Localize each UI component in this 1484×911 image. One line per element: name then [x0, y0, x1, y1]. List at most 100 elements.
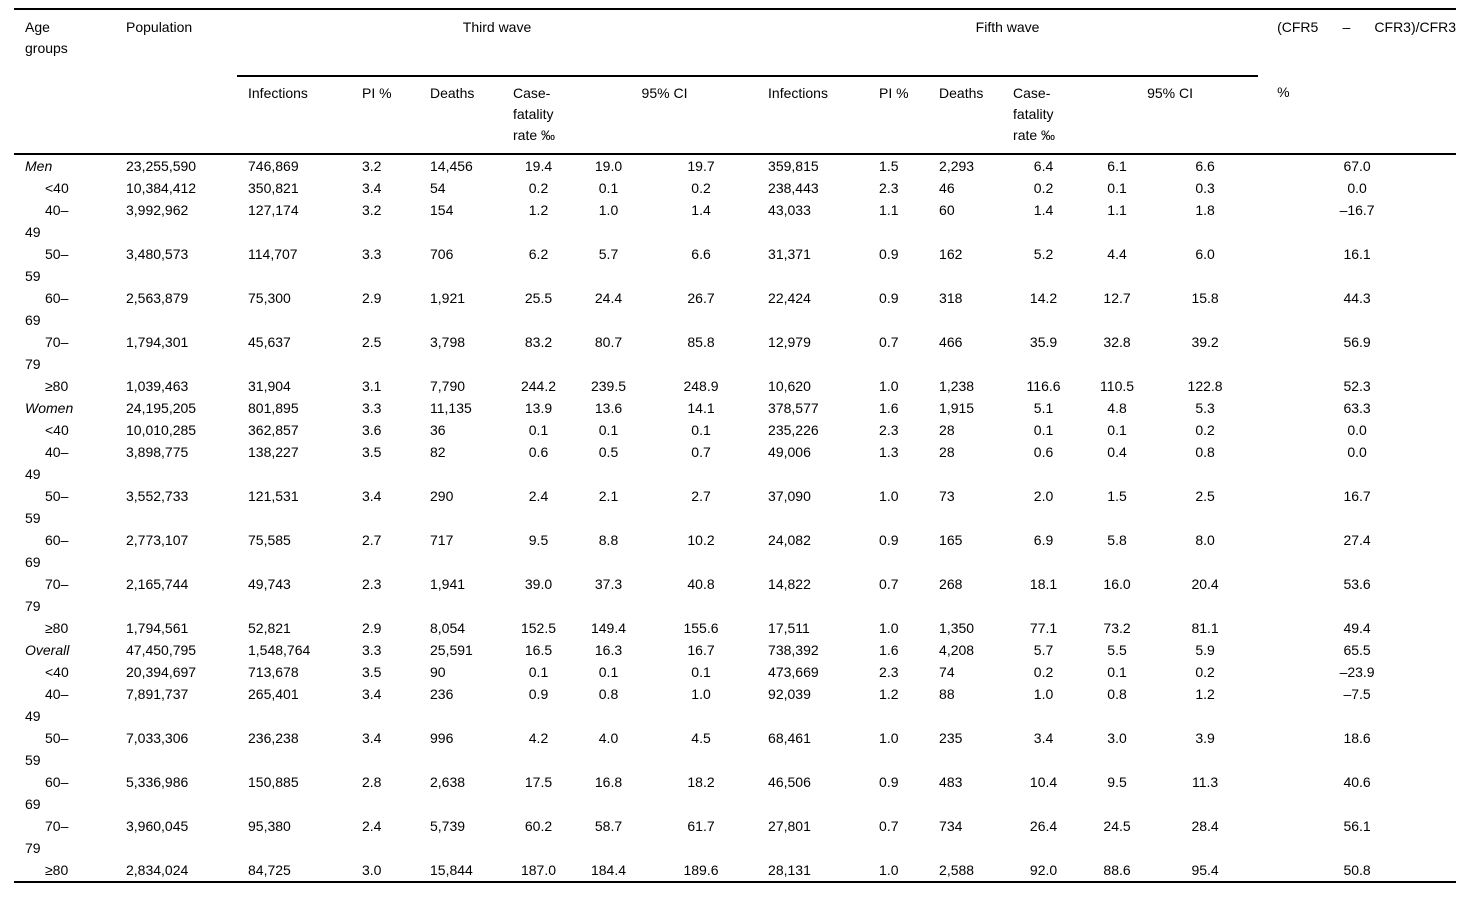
infections-cell-fifth: 738,392 — [768, 642, 819, 658]
pi-cell-fifth: 1.6 — [879, 400, 899, 416]
cfr-cell-third: 25.5 — [524, 290, 553, 306]
pi-cell-fifth: 0.9 — [879, 290, 899, 306]
ci-low-cell-fifth: 5.5 — [1107, 642, 1127, 658]
population-cell: 5,336,986 — [126, 774, 189, 790]
population-cell: 2,834,024 — [120, 859, 237, 883]
ci-low-cell-third: 16.3 — [594, 642, 623, 658]
ci-header-third: 95% CI — [572, 76, 758, 155]
ci-high-cell-third: 0.7 — [691, 444, 711, 460]
ci-low-cell-fifth: 3.0 — [1107, 730, 1127, 746]
cfr-cell-third: 0.1 — [528, 422, 549, 438]
deaths-cell-fifth: 88 — [939, 686, 955, 702]
cfr-cell-fifth: 14.2 — [1029, 290, 1058, 306]
infections-cell-third: 138,227 — [248, 444, 299, 460]
infections-cell-fifth: 22,424 — [768, 290, 811, 306]
pi-cell-third: 3.3 — [362, 246, 382, 262]
infections-cell-fifth: 10,620 — [768, 378, 811, 394]
ci-high-cell-fifth: 6.6 — [1195, 158, 1215, 174]
ci-low-cell-fifth: 24.5 — [1103, 818, 1131, 834]
deaths-cell-fifth: 4,208 — [939, 642, 975, 658]
pi-cell-third: 3.4 — [362, 686, 382, 702]
deaths-cell-third: 706 — [430, 246, 454, 262]
cfr-cell-fifth: 35.9 — [1029, 334, 1058, 350]
pi-cell-fifth: 1.6 — [879, 642, 899, 658]
cfr-change-cell: 56.1 — [1343, 818, 1371, 834]
deaths-cell-fifth: 1,350 — [939, 620, 975, 636]
infections-cell-third: 84,725 — [237, 859, 350, 883]
table-row: 50– 59 3,480,573 114,707 3.3 706 6.2 5.7 6.6 31,… — [14, 243, 1456, 287]
cfr-cell-fifth: 18.1 — [1029, 576, 1058, 592]
ci-high-cell-fifth: 3.9 — [1195, 730, 1215, 746]
deaths-cell-third: 11,135 — [430, 400, 472, 416]
deaths-cell-third: 82 — [430, 444, 446, 460]
population-cell: 47,450,795 — [126, 642, 197, 658]
ci-low-cell-fifth: 1.1 — [1107, 202, 1127, 218]
pi-cell-third: 3.4 — [362, 488, 382, 504]
pi-cell-third: 2.9 — [362, 620, 382, 636]
deaths-cell-third: 154 — [430, 202, 454, 218]
deaths-cell-fifth: 1,915 — [939, 400, 975, 416]
table-row: 40– 49 7,891,737 265,401 3.4 236 0.9 0.8 1.0 92,… — [14, 683, 1456, 727]
infections-cell-third: 95,380 — [248, 818, 291, 834]
ci-high-cell-third: 85.8 — [687, 334, 715, 350]
cfr-cell-fifth: 26.4 — [1029, 818, 1058, 834]
deaths-header-third: Deaths — [424, 76, 505, 155]
infections-cell-fifth: 49,006 — [768, 444, 811, 460]
cfr-change-cell: –16.7 — [1339, 202, 1375, 218]
pi-cell-third: 3.3 — [362, 642, 382, 658]
deaths-cell-fifth: 165 — [939, 532, 963, 548]
age-group-cell: Overall — [25, 642, 70, 658]
pi-header-third: PI % — [350, 76, 424, 155]
pi-cell-fifth: 1.0 — [879, 378, 899, 394]
ci-high-cell-third: 19.7 — [687, 158, 715, 174]
table-row: <40 10,010,285 362,857 3.6 36 0.1 0.1 0.1 235,22… — [14, 419, 1456, 441]
pi-cell-third: 3.6 — [362, 422, 382, 438]
age-group-cell: 60– 69 — [25, 532, 69, 570]
table-row: ≥80 2,834,024 84,725 3.0 15,844 187.0 184.4 189… — [14, 859, 1457, 883]
ci-high-cell-third: 18.2 — [687, 774, 715, 790]
ci-high-cell-fifth: 0.3 — [1195, 180, 1215, 196]
ci-low-cell-fifth: 9.5 — [1107, 774, 1127, 790]
age-group-cell: <40 — [45, 180, 69, 196]
ci-high-cell-third: 189.6 — [645, 859, 758, 883]
ci-low-cell-fifth: 32.8 — [1103, 334, 1131, 350]
ci-high-cell-fifth: 2.5 — [1195, 488, 1215, 504]
infections-cell-third: 52,821 — [248, 620, 291, 636]
ci-low-cell-third: 16.8 — [594, 774, 623, 790]
deaths-cell-third: 290 — [430, 488, 454, 504]
age-group-cell: 60– 69 — [25, 290, 69, 328]
table-row: <40 10,384,412 350,821 3.4 54 0.2 0.1 0.2 238,44… — [14, 177, 1456, 199]
third-wave-header: Third wave — [237, 9, 758, 77]
ci-low-cell-third: 58.7 — [594, 818, 623, 834]
table-row: <40 20,394,697 713,678 3.5 90 0.1 0.1 0.1 473,66… — [14, 661, 1456, 683]
deaths-cell-fifth: 483 — [939, 774, 963, 790]
table-row: 70– 79 2,165,744 49,743 2.3 1,941 39.0 37.3 40.… — [14, 573, 1456, 617]
population-cell: 1,794,561 — [126, 620, 189, 636]
cfr-cell-fifth: 0.2 — [1033, 180, 1054, 196]
cfr-header-fifth: Case- fatality rate ‰ — [1005, 76, 1083, 155]
ci-high-cell-fifth: 0.8 — [1195, 444, 1215, 460]
pi-cell-third: 2.9 — [362, 290, 382, 306]
infections-cell-fifth: 37,090 — [768, 488, 811, 504]
ci-high-cell-third: 40.8 — [687, 576, 715, 592]
population-cell: 1,039,463 — [126, 378, 189, 394]
deaths-cell-fifth: 28 — [939, 444, 955, 460]
deaths-cell-third: 15,844 — [424, 859, 505, 883]
deaths-cell-third: 717 — [430, 532, 454, 548]
deaths-cell-third: 236 — [430, 686, 454, 702]
deaths-cell-third: 1,941 — [430, 576, 466, 592]
ci-low-cell-fifth: 88.6 — [1082, 859, 1153, 883]
age-group-cell: 50– 59 — [25, 488, 69, 526]
ci-high-cell-fifth: 5.9 — [1195, 642, 1215, 658]
age-group-cell: <40 — [45, 664, 69, 680]
deaths-cell-third: 25,591 — [430, 642, 473, 658]
population-cell: 7,891,737 — [126, 686, 189, 702]
age-group-cell: ≥80 — [45, 378, 69, 394]
cfr-cell-third: 39.0 — [524, 576, 553, 592]
age-group-cell: 40– 49 — [25, 686, 69, 724]
cfr-change-cell: 53.6 — [1343, 576, 1371, 592]
ci-low-cell-third: 149.4 — [590, 620, 627, 636]
ci-high-cell-fifth: 39.2 — [1191, 334, 1219, 350]
infections-cell-fifth: 378,577 — [768, 400, 819, 416]
table-row: 60– 69 2,563,879 75,300 2.9 1,921 25.5 24.4 26.… — [14, 287, 1456, 331]
